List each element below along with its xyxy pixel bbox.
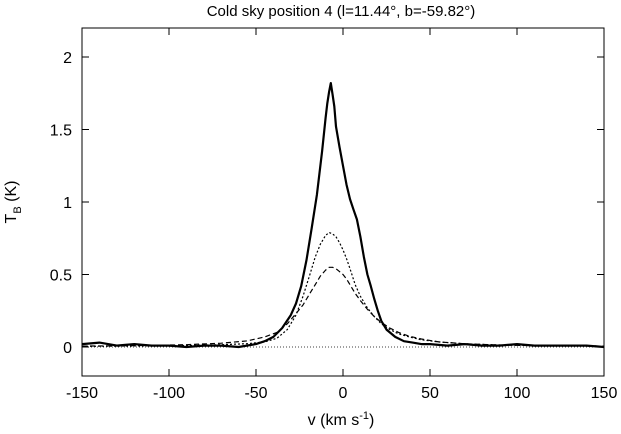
axis-ticks: -150 -100 -50 0 50 100 150 0 0.5 1 1.5 2 bbox=[50, 28, 618, 402]
x-tick-label: 50 bbox=[421, 385, 439, 402]
x-tick-label: -100 bbox=[153, 385, 185, 402]
x-tick-label: 0 bbox=[339, 385, 348, 402]
y-tick-label: 1.5 bbox=[50, 123, 72, 140]
model-dashed-line bbox=[81, 266, 605, 347]
x-axis-label: v (km s-1) bbox=[308, 410, 375, 429]
x-tick-label: -50 bbox=[244, 385, 267, 402]
x-tick-label: 100 bbox=[504, 385, 531, 402]
model-dotted-line bbox=[81, 231, 605, 347]
data-series bbox=[81, 81, 605, 349]
y-tick-label: 1 bbox=[63, 195, 72, 212]
y-tick-label: 0.5 bbox=[50, 268, 72, 285]
x-tick-label: 150 bbox=[591, 385, 618, 402]
y-tick-label: 2 bbox=[63, 50, 72, 67]
y-axis-label: TB (K) bbox=[3, 181, 24, 224]
chart-title: Cold sky position 4 (l=11.44°, b=-59.82°… bbox=[207, 3, 476, 20]
observed-spectrum-line bbox=[81, 81, 605, 349]
y-tick-label: 0 bbox=[63, 340, 72, 357]
plot-frame bbox=[81, 27, 605, 377]
x-tick-label: -150 bbox=[66, 385, 98, 402]
